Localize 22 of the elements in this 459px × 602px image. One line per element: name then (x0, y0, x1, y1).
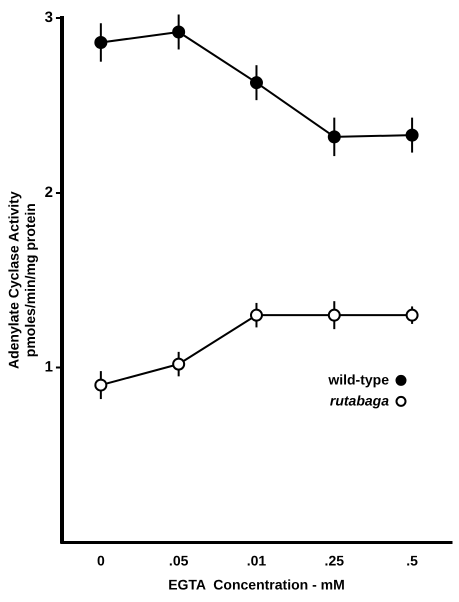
point (328, 130, 341, 144)
x-tick-label: .05 (168, 552, 189, 569)
x-tick-label: 0 (96, 552, 105, 569)
x-tick-label: .01 (246, 552, 266, 569)
x-axis-title: EGTA Concentration - mM (168, 576, 345, 592)
point (172, 358, 186, 371)
point (172, 25, 186, 38)
legend-label: wild-type (327, 371, 390, 388)
y-axis-title: Adenylate Cyclase Activity pmoles/min/mg protein (5, 191, 38, 370)
point (328, 308, 341, 322)
point (406, 128, 419, 142)
point (94, 378, 108, 392)
point (250, 308, 263, 322)
legend-label: rutabaga (330, 392, 390, 408)
x-tick-label: .25 (324, 552, 344, 569)
y-tick-label: 1 (44, 358, 53, 376)
point (94, 36, 108, 49)
point (406, 308, 419, 322)
point (250, 76, 263, 90)
y-tick-label: 2 (44, 184, 53, 201)
x-tick-label: .5 (406, 552, 418, 569)
y-tick-label: 3 (44, 9, 53, 26)
